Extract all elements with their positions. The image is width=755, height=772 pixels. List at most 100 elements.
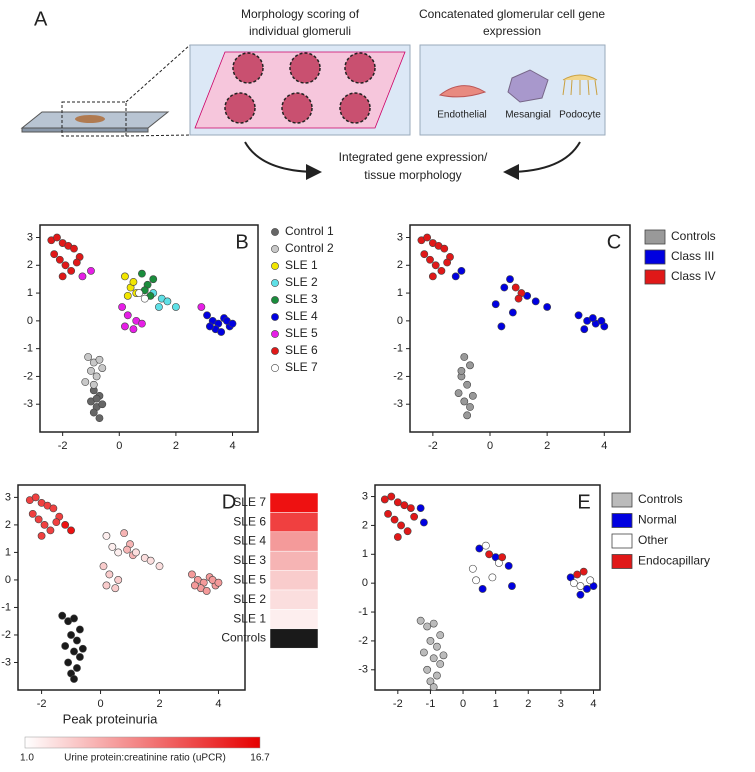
point — [34, 515, 43, 524]
legend-label: Control 2 — [285, 241, 334, 255]
point — [531, 297, 540, 306]
legend-marker — [269, 589, 319, 610]
legend-marker — [271, 228, 279, 236]
legend-label: SLE 6 — [285, 343, 318, 357]
x-tick-label: 0 — [460, 698, 466, 710]
podocyte-cell — [562, 74, 598, 96]
point — [463, 380, 472, 389]
point — [580, 325, 589, 334]
legend-marker — [611, 492, 633, 508]
point — [129, 325, 138, 334]
arrow — [244, 141, 322, 180]
point — [31, 493, 40, 502]
mesangial-cell — [507, 69, 549, 103]
point — [472, 576, 480, 585]
y-tick-label: 0 — [5, 574, 11, 586]
legend-label: SLE 5 — [233, 572, 266, 586]
y-tick-label: 1 — [27, 287, 33, 299]
point — [120, 529, 129, 538]
point — [70, 647, 78, 656]
point — [460, 353, 469, 361]
point — [511, 283, 520, 292]
y-tick-label: -3 — [358, 664, 368, 676]
legend-label: SLE 4 — [233, 534, 266, 548]
point — [481, 541, 490, 550]
point — [92, 372, 101, 381]
point — [87, 366, 95, 375]
point — [457, 366, 466, 375]
legend-marker — [269, 512, 319, 533]
cell-label: Endothelial — [437, 110, 486, 121]
point — [400, 501, 409, 510]
colorbar-title: Peak proteinuria — [63, 711, 158, 726]
y-tick-label: -2 — [393, 370, 403, 382]
legend-label: Class III — [671, 249, 714, 263]
point — [416, 616, 425, 625]
point — [138, 319, 146, 328]
point — [76, 625, 84, 634]
point — [495, 559, 503, 567]
point — [478, 585, 487, 593]
panel-label: A — [34, 8, 48, 30]
point — [149, 275, 158, 284]
legend-marker — [271, 313, 279, 321]
point — [439, 651, 448, 660]
point — [436, 660, 445, 668]
point — [67, 266, 76, 275]
x-tick-label: 4 — [215, 698, 221, 710]
legend-marker — [269, 531, 319, 552]
point — [387, 492, 396, 501]
point — [217, 328, 226, 336]
legend-label: Control 1 — [285, 224, 334, 238]
point — [597, 316, 606, 325]
legend-label: Controls — [671, 229, 716, 243]
plot-frame — [39, 224, 259, 433]
point — [566, 573, 575, 582]
point — [121, 322, 129, 331]
point — [426, 677, 435, 686]
point — [579, 567, 588, 576]
point — [426, 637, 435, 645]
point — [37, 532, 46, 540]
arrow — [503, 141, 581, 180]
point — [423, 233, 432, 242]
point — [488, 573, 497, 582]
plot-frame — [409, 224, 631, 433]
point — [380, 495, 389, 504]
point — [87, 266, 95, 275]
x-tick-label: 1 — [493, 698, 499, 710]
y-tick-label: 0 — [397, 315, 403, 327]
point — [61, 261, 70, 270]
point — [98, 364, 107, 372]
point — [214, 578, 223, 587]
point — [55, 255, 64, 264]
x-tick-label: 2 — [525, 698, 531, 710]
legend-label: SLE 2 — [285, 275, 318, 289]
point — [46, 526, 55, 535]
y-tick-label: 0 — [27, 315, 33, 327]
y-tick-label: -3 — [393, 398, 403, 410]
point — [58, 272, 67, 281]
legend-marker — [271, 347, 279, 355]
y-tick-label: 3 — [5, 491, 11, 503]
plot-frame — [374, 484, 601, 691]
legend-label: Endocapillary — [638, 554, 710, 568]
legend-marker — [271, 296, 279, 304]
point — [437, 266, 446, 275]
x-tick-label: 0 — [97, 698, 103, 710]
point — [163, 297, 172, 306]
legend-marker — [271, 245, 279, 253]
y-tick-label: 1 — [362, 548, 368, 560]
point — [431, 261, 440, 270]
panel-label: E — [577, 491, 590, 513]
legend-label: Controls — [638, 492, 683, 506]
point — [50, 250, 59, 259]
x-tick-label: 2 — [156, 698, 162, 710]
point — [504, 561, 513, 570]
integration-text: tissue morphology — [364, 168, 461, 182]
legend-label: Controls — [221, 631, 266, 645]
point — [508, 582, 516, 590]
y-tick-label: -1 — [358, 606, 368, 618]
y-tick-label: -1 — [23, 343, 33, 355]
